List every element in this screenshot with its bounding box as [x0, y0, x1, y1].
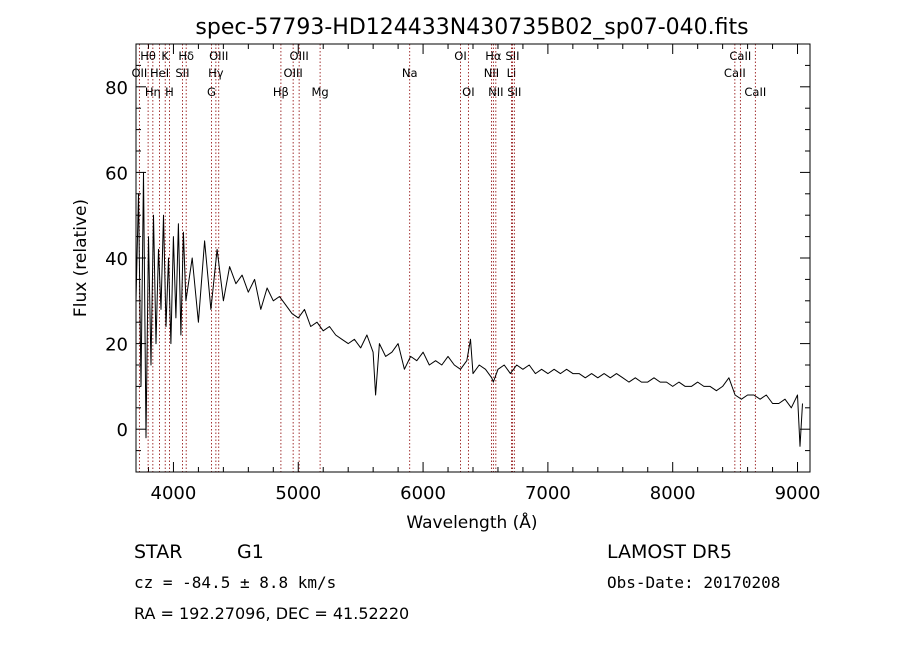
line-label-25: CaII [729, 49, 751, 63]
object-subclass: G1 [237, 541, 264, 563]
chart-title: spec-57793-HD124433N430735B02_sp07-040.f… [195, 15, 748, 40]
line-label-13: OIII [290, 49, 309, 63]
line-label-24: CaII [724, 66, 746, 80]
x-tick-label-5: 9000 [775, 483, 821, 504]
y-tick-label-4: 80 [105, 78, 128, 99]
line-label-1: Hθ [140, 49, 156, 63]
y-axis-label: Flux (relative) [71, 199, 91, 317]
line-label-21: Li [507, 66, 517, 80]
line-label-18: NII [484, 66, 499, 80]
line-label-14: Mg [311, 85, 328, 99]
plot-frame [135, 43, 811, 473]
x-axis-label: Wavelength (Å) [406, 511, 537, 533]
line-label-10: OIII [209, 49, 228, 63]
line-label-20: NII [488, 85, 503, 99]
y-tick-label-3: 60 [105, 163, 128, 184]
observation-date: Obs-Date: 20170208 [607, 573, 781, 592]
redshift-cz: cz = -84.5 ± 8.8 km/s [134, 573, 337, 592]
line-label-16: OI [454, 49, 466, 63]
x-tick-label-0: 4000 [151, 483, 197, 504]
line-label-17: OI [462, 85, 474, 99]
line-label-6: SII [175, 66, 189, 80]
line-label-3: HeI [150, 66, 169, 80]
line-label-22: SII [505, 49, 519, 63]
line-label-2: Hη [145, 85, 161, 99]
line-label-5: H [165, 85, 174, 99]
line-label-11: Hβ [273, 85, 289, 99]
object-class: STAR [134, 541, 183, 563]
coordinates: RA = 192.27096, DEC = 41.52220 [134, 604, 410, 623]
line-label-7: Hδ [178, 49, 194, 63]
x-tick-label-4: 8000 [650, 483, 696, 504]
x-tick-label-1: 5000 [275, 483, 321, 504]
survey-name: LAMOST DR5 [607, 541, 732, 563]
line-label-26: CaII [744, 85, 766, 99]
line-label-12: OIII [284, 66, 303, 80]
line-label-0: OII [131, 66, 147, 80]
y-tick-label-1: 20 [105, 335, 128, 356]
line-label-8: Hγ [208, 66, 224, 80]
x-tick-label-3: 7000 [525, 483, 571, 504]
y-tick-label-2: 40 [105, 249, 128, 270]
y-tick-label-0: 0 [117, 420, 128, 441]
line-label-23: SII [507, 85, 521, 99]
line-label-4: K [161, 49, 169, 63]
line-label-15: Na [402, 66, 418, 80]
x-tick-label-2: 6000 [400, 483, 446, 504]
spectrum-series-0 [135, 171, 803, 447]
line-label-9: G [207, 85, 216, 99]
line-label-19: Hα [485, 49, 502, 63]
